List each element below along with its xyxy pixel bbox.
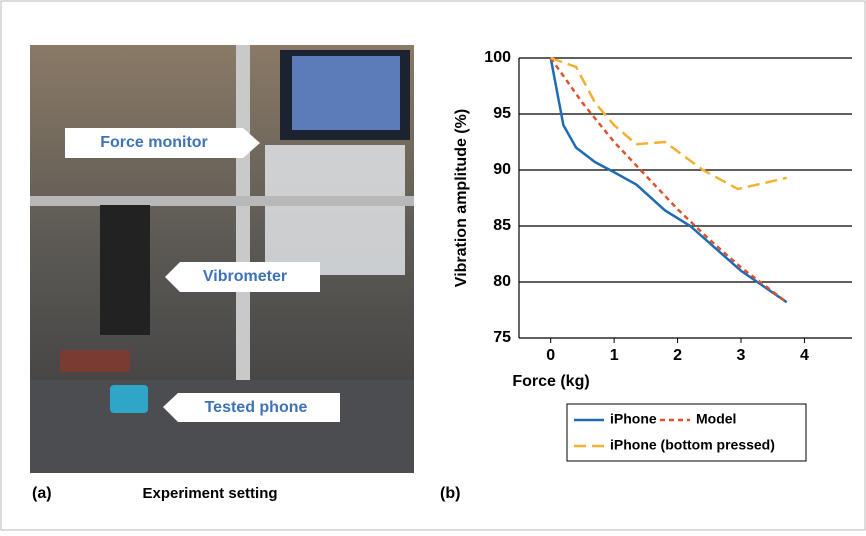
legend-label: iPhone (bottom pressed) (610, 437, 775, 453)
y-tick-label: 80 (493, 273, 511, 290)
panel-label: (a) (32, 485, 52, 502)
panel-label: (b) (440, 485, 460, 502)
x-tick-label: 4 (800, 347, 809, 364)
series-line (549, 57, 788, 304)
y-tick-label: 85 (493, 217, 511, 234)
x-tick-label: 1 (610, 347, 619, 364)
callout-box (163, 393, 340, 422)
x-tick-label: 2 (673, 347, 682, 364)
y-tick-label: 75 (493, 329, 511, 346)
y-tick-label: 90 (493, 161, 511, 178)
callout-box (65, 128, 260, 158)
legend-box (566, 403, 807, 462)
callout-label: Tested phone (205, 399, 308, 416)
legend-label: Model (696, 411, 736, 427)
x-axis-label: Force (kg) (512, 373, 589, 390)
series-line (550, 56, 787, 191)
y-tick-label: 100 (484, 49, 511, 66)
panel-caption: Experiment setting (142, 485, 277, 502)
x-tick-label: 3 (737, 347, 746, 364)
callout-box (165, 262, 320, 292)
callout-label: Vibrometer (203, 268, 287, 285)
legend-label: iPhone (610, 411, 657, 427)
y-axis-label: Vibration amplitude (%) (453, 109, 470, 287)
series-line (549, 57, 788, 304)
y-tick-label: 95 (493, 105, 511, 122)
callout-label: Force monitor (100, 134, 208, 151)
x-tick-label: 0 (546, 347, 555, 364)
callouts: Force monitor Vibrometer Tested phone (65, 128, 340, 422)
